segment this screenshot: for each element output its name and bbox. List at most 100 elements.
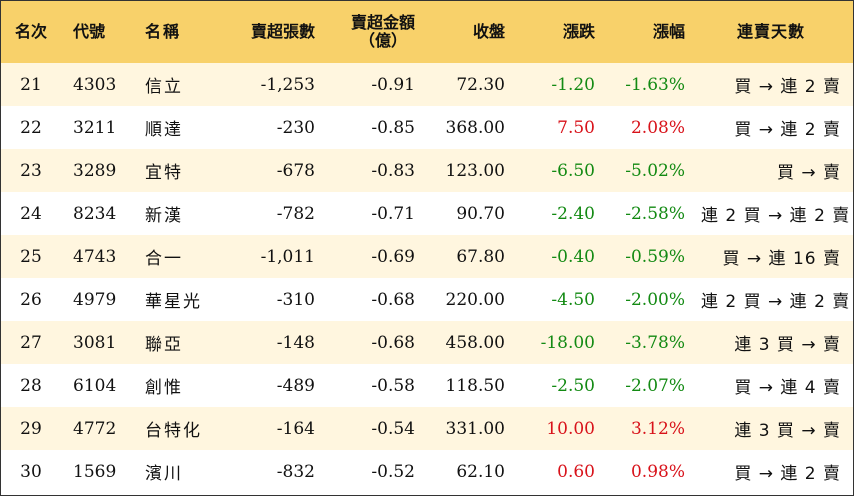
cell-change: -6.50 — [551, 160, 595, 181]
cell-change: -2.50 — [551, 375, 595, 396]
table-row: 22 3211 順達 -230 -0.85 368.00 7.50 2.08% 買 → 連 2 … — [1, 106, 853, 149]
cell-rank: 28 — [20, 375, 42, 396]
cell-change: 10.00 — [546, 418, 595, 439]
table-row: 28 6104 創惟 -489 -0.58 118.50 -2.50 -2.07% 買 → 連 … — [1, 364, 853, 407]
cell-name: 聯亞 — [145, 335, 183, 355]
cell-rank: 21 — [20, 74, 42, 95]
cell-code: 6104 — [73, 375, 117, 396]
cell-sell-amount: -0.68 — [371, 332, 415, 353]
header-change-pct: 漲幅 — [652, 21, 685, 41]
cell-sell-shares: -489 — [276, 375, 315, 396]
cell-sell-shares: -1,253 — [260, 74, 315, 95]
header-name: 名稱 — [145, 21, 182, 41]
cell-sell-amount: -0.68 — [371, 289, 415, 310]
cell-streak: 連 2 買 → 連 2 賣 — [701, 206, 851, 226]
cell-name: 台特化 — [145, 421, 202, 441]
cell-name: 創惟 — [145, 378, 183, 398]
cell-close: 67.80 — [456, 246, 505, 267]
header-sell-amount-unit: （億） — [358, 31, 407, 50]
header-streak: 連賣天數 — [736, 21, 805, 41]
table-row: 23 3289 宜特 -678 -0.83 123.00 -6.50 -5.02% 買 → 賣 — [1, 149, 853, 192]
cell-rank: 22 — [20, 117, 42, 138]
cell-code: 3081 — [73, 332, 117, 353]
table-row: 29 4772 台特化 -164 -0.54 331.00 10.00 3.12% 連 3 買 … — [1, 407, 853, 450]
table-row: 24 8234 新漢 -782 -0.71 90.70 -2.40 -2.58% 連 2 買 →… — [1, 192, 853, 235]
header-sell-shares: 賣超張數 — [250, 21, 315, 41]
cell-code: 3289 — [73, 160, 117, 181]
cell-sell-shares: -148 — [276, 332, 315, 353]
cell-sell-shares: -230 — [276, 117, 315, 138]
cell-code: 1569 — [73, 461, 117, 482]
cell-change-pct: 3.12% — [630, 418, 685, 439]
cell-streak: 連 3 買 → 賣 — [734, 335, 841, 355]
cell-close: 220.00 — [445, 289, 505, 310]
table-header: 名次 代號 名稱 賣超張數 賣超金額 （億） 收盤 漲跌 漲幅 連賣天數 — [1, 1, 853, 63]
cell-streak: 連 3 買 → 賣 — [734, 421, 841, 441]
cell-close: 90.70 — [456, 203, 505, 224]
cell-rank: 24 — [20, 203, 42, 224]
table-row: 25 4743 合一 -1,011 -0.69 67.80 -0.40 -0.59% 買 → 連… — [1, 235, 853, 278]
cell-name: 信立 — [145, 77, 183, 97]
table-row: 21 4303 信立 -1,253 -0.91 72.30 -1.20 -1.63% 買 → 連… — [1, 63, 853, 106]
cell-sell-amount: -0.71 — [371, 203, 415, 224]
cell-sell-amount: -0.85 — [371, 117, 415, 138]
cell-streak: 買 → 連 2 賣 — [734, 77, 841, 97]
header-rank: 名次 — [14, 21, 47, 41]
cell-close: 458.00 — [445, 332, 505, 353]
table-row: 26 4979 華星光 -310 -0.68 220.00 -4.50 -2.00% 連 2 買… — [1, 278, 853, 321]
header-sell-amount: 賣超金額 （億） — [323, 1, 423, 63]
cell-change: -4.50 — [551, 289, 595, 310]
table-row: 30 1569 濱川 -832 -0.52 62.10 0.60 0.98% 買 → 連 2 賣 — [1, 450, 853, 493]
cell-change: -18.00 — [540, 332, 595, 353]
cell-close: 123.00 — [445, 160, 505, 181]
cell-change-pct: 0.98% — [630, 461, 685, 482]
cell-rank: 26 — [20, 289, 42, 310]
cell-change: 7.50 — [557, 117, 595, 138]
table-body: 21 4303 信立 -1,253 -0.91 72.30 -1.20 -1.63% 買 → 連… — [1, 63, 853, 493]
cell-close: 331.00 — [445, 418, 505, 439]
cell-sell-shares: -164 — [276, 418, 315, 439]
cell-name: 新漢 — [145, 206, 183, 226]
cell-rank: 25 — [20, 246, 42, 267]
cell-code: 4772 — [73, 418, 117, 439]
cell-code: 8234 — [73, 203, 117, 224]
cell-change: -1.20 — [551, 74, 595, 95]
cell-rank: 29 — [20, 418, 42, 439]
header-sell-amount-line1: 賣超金額 — [350, 12, 415, 32]
cell-change-pct: 2.08% — [630, 117, 685, 138]
cell-sell-amount: -0.52 — [371, 461, 415, 482]
header-close: 收盤 — [472, 21, 505, 41]
cell-sell-amount: -0.69 — [371, 246, 415, 267]
header-row: 名次 代號 名稱 賣超張數 賣超金額 （億） 收盤 漲跌 漲幅 連賣天數 — [1, 1, 853, 63]
cell-code: 3211 — [73, 117, 117, 138]
cell-streak: 買 → 賣 — [776, 163, 841, 183]
cell-sell-amount: -0.58 — [371, 375, 415, 396]
cell-close: 72.30 — [456, 74, 505, 95]
cell-change-pct: -2.07% — [625, 375, 685, 396]
cell-name: 宜特 — [145, 163, 183, 183]
cell-name: 華星光 — [145, 292, 202, 312]
cell-change-pct: -2.00% — [625, 289, 685, 310]
cell-change: 0.60 — [557, 461, 595, 482]
cell-code: 4303 — [73, 74, 117, 95]
cell-close: 368.00 — [445, 117, 505, 138]
cell-streak: 買 → 連 16 賣 — [722, 249, 841, 269]
cell-sell-shares: -782 — [276, 203, 315, 224]
cell-sell-amount: -0.54 — [371, 418, 415, 439]
cell-streak: 連 2 買 → 連 2 賣 — [701, 292, 851, 312]
cell-sell-shares: -832 — [276, 461, 315, 482]
cell-change-pct: -5.02% — [625, 160, 685, 181]
cell-change: -0.40 — [551, 246, 595, 267]
cell-sell-amount: -0.83 — [371, 160, 415, 181]
cell-close: 118.50 — [445, 375, 505, 396]
cell-change-pct: -1.63% — [625, 74, 685, 95]
cell-code: 4979 — [73, 289, 117, 310]
header-code: 代號 — [73, 21, 106, 41]
cell-name: 順達 — [145, 120, 183, 140]
cell-sell-shares: -310 — [276, 289, 315, 310]
cell-name: 濱川 — [145, 464, 183, 484]
cell-sell-shares: -678 — [276, 160, 315, 181]
cell-streak: 買 → 連 2 賣 — [734, 464, 841, 484]
